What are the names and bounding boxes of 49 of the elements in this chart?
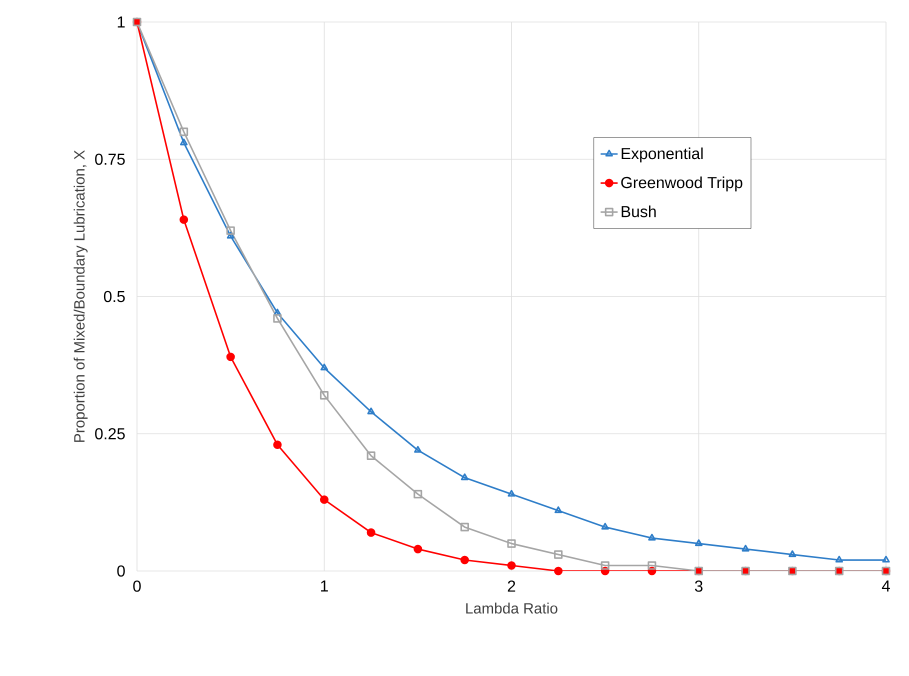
y-tick-label: 0.75	[95, 154, 125, 165]
x-tick-label: 3	[694, 580, 702, 592]
x-tick-label: 1	[321, 580, 328, 592]
point	[460, 556, 469, 564]
point	[180, 215, 188, 224]
point	[367, 408, 375, 414]
x-axis-title: Lambda Ratio	[466, 602, 558, 614]
point	[508, 490, 516, 497]
point	[226, 226, 235, 235]
y-axis-title: Proportion of Mixed/Boundary Lubrication, X	[74, 150, 88, 442]
point	[554, 566, 563, 576]
point	[366, 528, 376, 537]
point	[320, 391, 329, 400]
point	[273, 314, 282, 323]
y-tick-label: 0	[117, 565, 125, 577]
point	[226, 352, 235, 362]
point	[648, 561, 656, 570]
point	[600, 561, 610, 570]
legend-label: Greenwood Tripp	[621, 176, 742, 192]
x-tick-label: 2	[508, 580, 516, 592]
x-tick-label: 0	[133, 580, 141, 592]
point	[601, 522, 609, 530]
point	[742, 544, 750, 552]
point	[414, 446, 422, 453]
y-tick-label: 0.5	[104, 290, 125, 302]
point	[507, 539, 516, 548]
legend-label: Exponential	[622, 147, 703, 162]
x-tick-label: 4	[882, 580, 890, 592]
point	[554, 506, 562, 514]
y-tick-label: 1	[118, 16, 125, 28]
point	[835, 556, 844, 563]
point	[460, 522, 469, 532]
point	[320, 495, 329, 504]
y-tick-label: 0.25	[95, 428, 125, 440]
point	[507, 561, 516, 570]
point	[414, 490, 422, 498]
legend-label: Bush	[622, 206, 656, 218]
point	[226, 232, 234, 239]
point	[414, 544, 422, 554]
point	[648, 534, 656, 541]
point	[180, 128, 188, 136]
point	[554, 550, 563, 559]
point	[366, 451, 376, 460]
point	[460, 473, 469, 480]
point	[180, 138, 188, 146]
point	[320, 364, 328, 370]
point	[694, 539, 703, 546]
point	[273, 440, 282, 450]
point	[788, 550, 796, 558]
